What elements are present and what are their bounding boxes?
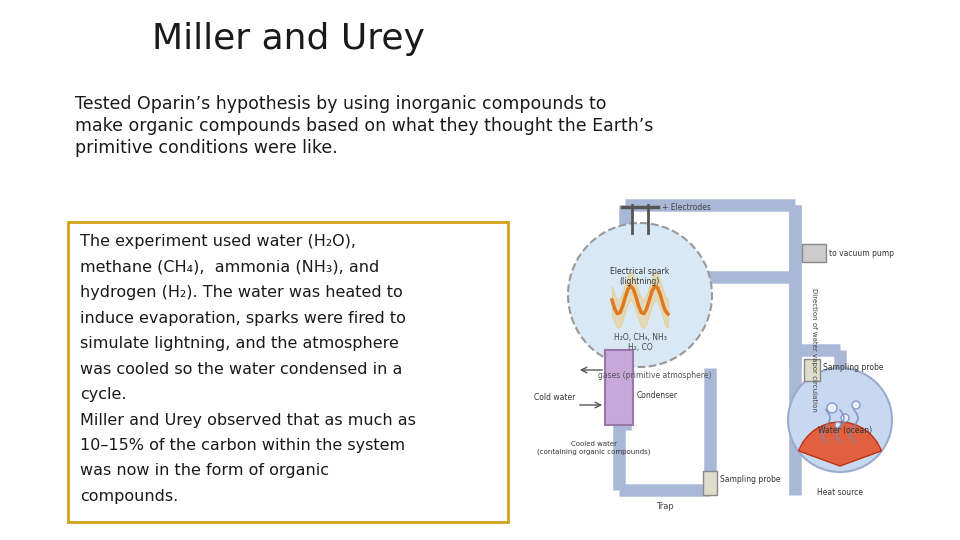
FancyBboxPatch shape — [68, 222, 508, 522]
Text: hydrogen (H₂). The water was heated to: hydrogen (H₂). The water was heated to — [80, 285, 403, 300]
Text: was now in the form of organic: was now in the form of organic — [80, 463, 329, 478]
Text: H₂O, CH₄, NH₃: H₂O, CH₄, NH₃ — [613, 333, 666, 342]
Text: Cooled water
(containing organic compounds): Cooled water (containing organic compoun… — [538, 442, 651, 455]
Text: Sampling probe: Sampling probe — [823, 363, 883, 373]
Circle shape — [835, 422, 841, 428]
Text: (lightning): (lightning) — [620, 277, 660, 286]
Text: Miller and Urey: Miller and Urey — [152, 22, 425, 56]
Text: compounds.: compounds. — [80, 489, 179, 504]
Text: Water (ocean): Water (ocean) — [818, 426, 872, 435]
Text: Miller and Urey observed that as much as: Miller and Urey observed that as much as — [80, 413, 416, 428]
Circle shape — [788, 368, 892, 472]
Text: Electrical spark: Electrical spark — [611, 267, 670, 276]
Text: + Electrodes: + Electrodes — [662, 202, 710, 212]
Text: Trap: Trap — [656, 502, 673, 511]
Text: Heat source: Heat source — [817, 488, 863, 497]
FancyBboxPatch shape — [804, 359, 820, 381]
Circle shape — [841, 414, 849, 422]
Text: The experiment used water (H₂O),: The experiment used water (H₂O), — [80, 234, 356, 249]
Circle shape — [827, 403, 837, 413]
Text: methane (CH₄),  ammonia (NH₃), and: methane (CH₄), ammonia (NH₃), and — [80, 260, 379, 274]
Text: was cooled so the water condensed in a: was cooled so the water condensed in a — [80, 361, 402, 376]
Text: 10–15% of the carbon within the system: 10–15% of the carbon within the system — [80, 438, 405, 453]
Circle shape — [568, 223, 712, 367]
Circle shape — [852, 401, 860, 409]
Text: make organic compounds based on what they thought the Earth’s: make organic compounds based on what the… — [75, 117, 654, 135]
Text: Condenser: Condenser — [637, 390, 678, 400]
Text: Sampling probe: Sampling probe — [720, 476, 780, 484]
Text: Cold water: Cold water — [534, 393, 575, 402]
Text: Direction of water vapor circulation: Direction of water vapor circulation — [811, 288, 817, 412]
FancyBboxPatch shape — [703, 471, 717, 495]
Text: cycle.: cycle. — [80, 387, 127, 402]
Text: primitive conditions were like.: primitive conditions were like. — [75, 139, 338, 157]
Text: gases (primitive atmosphere): gases (primitive atmosphere) — [598, 371, 711, 380]
Text: H₂, CO: H₂, CO — [628, 343, 653, 352]
Text: simulate lightning, and the atmosphere: simulate lightning, and the atmosphere — [80, 336, 398, 351]
FancyBboxPatch shape — [802, 244, 826, 262]
FancyBboxPatch shape — [605, 350, 633, 425]
Wedge shape — [799, 422, 881, 466]
Text: Tested Oparin’s hypothesis by using inorganic compounds to: Tested Oparin’s hypothesis by using inor… — [75, 95, 607, 113]
Text: induce evaporation, sparks were fired to: induce evaporation, sparks were fired to — [80, 310, 406, 326]
Text: to vacuum pump: to vacuum pump — [829, 248, 894, 258]
